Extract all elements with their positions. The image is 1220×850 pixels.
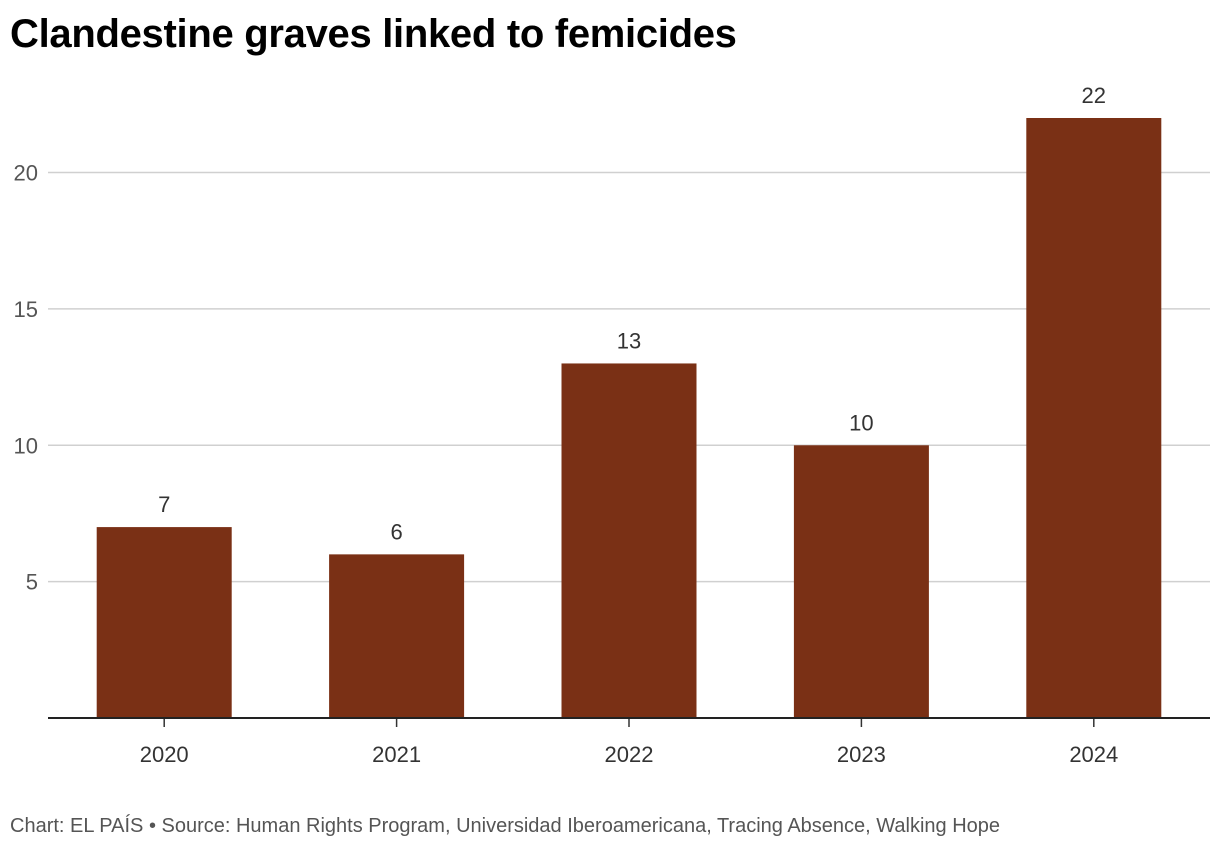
x-tick-label: 2022 [605, 742, 654, 767]
axes [48, 717, 1210, 727]
bar-2023 [793, 445, 929, 718]
value-label: 22 [1082, 83, 1106, 108]
value-label: 6 [390, 519, 402, 544]
value-label: 13 [617, 328, 641, 353]
bar-2024 [1026, 118, 1162, 718]
value-label: 10 [849, 410, 873, 435]
chart-title: Clandestine graves linked to femicides [10, 12, 737, 56]
y-tick-label: 10 [14, 433, 38, 458]
y-tick-label: 5 [26, 570, 38, 595]
x-tick-label: 2021 [372, 742, 421, 767]
x-tick-label: 2024 [1069, 742, 1118, 767]
bars [96, 118, 1162, 718]
chart-footer-credit: Chart: EL PAÍS • Source: Human Rights Pr… [10, 815, 1001, 837]
x-tick-label: 2023 [837, 742, 886, 767]
y-tick-label: 20 [14, 161, 38, 186]
value-label: 7 [158, 492, 170, 517]
bar-2022 [561, 363, 697, 718]
bar-2021 [329, 554, 465, 718]
y-tick-label: 15 [14, 297, 38, 322]
x-tick-label: 2020 [140, 742, 189, 767]
bar-2020 [96, 527, 232, 718]
labels: 5 10 15 20 7 2020 6 2021 13 2022 10 2023 22 2024 [14, 83, 1119, 767]
